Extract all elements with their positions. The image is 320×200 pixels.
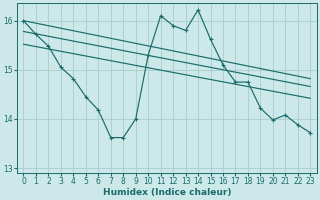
X-axis label: Humidex (Indice chaleur): Humidex (Indice chaleur) [103, 188, 231, 197]
